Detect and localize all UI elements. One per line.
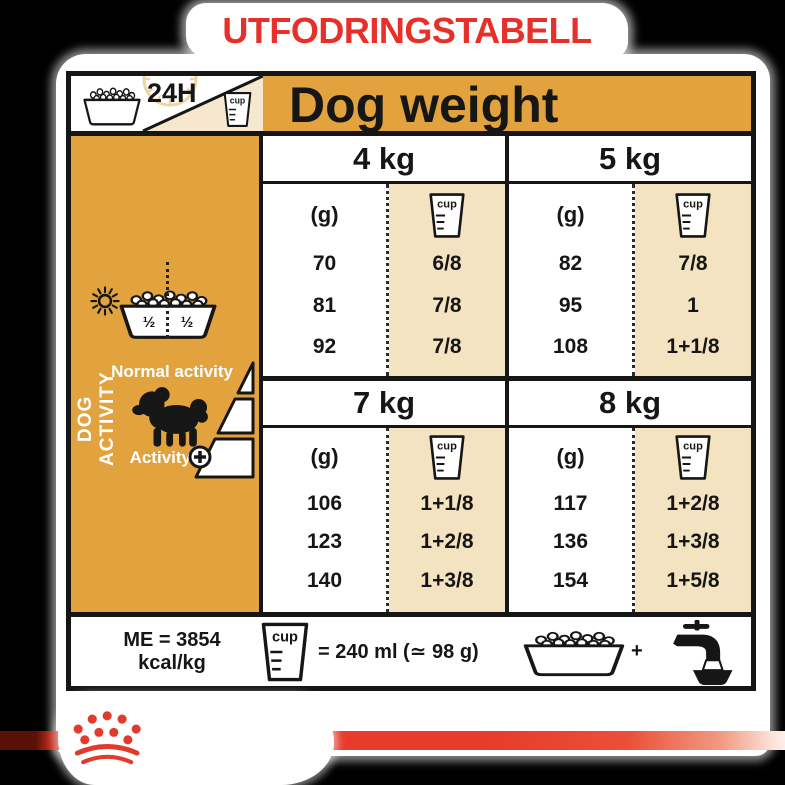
divider-footer: [71, 612, 751, 617]
dog-bowl-icon: [79, 84, 145, 128]
grams-value: 136: [552, 530, 589, 553]
dotted-divider: [632, 184, 635, 376]
activity-plus-label: Activity: [129, 448, 191, 467]
grams-column: (g) 106 123 140: [263, 428, 386, 612]
dog-activity-axis-label: DOG ACTIVITY: [75, 371, 118, 467]
cups-value: 1+5/8: [666, 569, 720, 592]
cups-value: 6/8: [432, 252, 462, 275]
half-ration-right: ½: [180, 314, 194, 331]
cups-value: 7/8: [432, 294, 462, 317]
cups-value: 1: [687, 294, 699, 317]
divider-middle: [263, 376, 751, 381]
grams-unit-label: (g): [310, 444, 339, 469]
metabolizable-energy-label: ME = 3854 kcal/kg: [123, 628, 221, 674]
measuring-cup-icon: [673, 434, 713, 481]
water-faucet-bowl-icon: [664, 619, 740, 685]
moon-icon: [228, 282, 252, 314]
royal-canin-crown-logo: [70, 710, 146, 768]
cups-value: 7/8: [432, 335, 462, 358]
weight-section-7kg: 7 kg (g) 106 123 140 1+1/8 1+2/8 1+3/8: [263, 381, 505, 612]
clock-24h-icon: [142, 76, 198, 107]
measuring-cup-icon: [427, 434, 467, 481]
divider-sidebar: [259, 136, 263, 612]
cups-value: 1+1/8: [666, 335, 720, 358]
header-ration-cell: 24H: [71, 76, 263, 131]
grams-value: 82: [558, 252, 583, 275]
dog-weight-title: Dog weight: [289, 77, 559, 133]
measuring-cup-icon: [222, 91, 253, 128]
cups-value: 1+3/8: [420, 569, 474, 592]
grams-value: 108: [552, 335, 589, 358]
grams-unit-label: (g): [556, 444, 585, 469]
grams-value: 140: [306, 569, 343, 592]
weight-header: 8 kg: [509, 381, 751, 428]
cups-value: 1+1/8: [420, 492, 474, 515]
dog-silhouette-icon: [132, 387, 208, 447]
activity-scale-graphic: [132, 361, 255, 479]
footer-legend: ME = 3854 kcal/kg = 240 ml (≃ 98 g) +: [71, 617, 751, 686]
plus-circle-icon: [188, 445, 212, 469]
cup-equivalence-label: = 240 ml (≃ 98 g): [318, 641, 479, 663]
measuring-cup-icon: [427, 192, 467, 239]
measuring-cup-icon: [673, 192, 713, 239]
cups-column: 6/8 7/8 7/8: [389, 184, 505, 376]
grams-column: (g) 117 136 154: [509, 428, 632, 612]
divider-columns: [505, 136, 509, 612]
cups-value: 7/8: [678, 252, 708, 275]
dog-bowl-icon: [516, 627, 632, 679]
activity-level-2-triangle: [216, 397, 255, 435]
cups-value: 1+3/8: [666, 530, 720, 553]
page-title: UTFODRINGSTABELL: [222, 9, 592, 51]
weight-header: 4 kg: [263, 136, 505, 184]
normal-activity-label: Normal activity: [111, 362, 233, 381]
cups-column: 1+2/8 1+3/8 1+5/8: [635, 428, 751, 612]
dog-weight-header: Dog weight: [263, 76, 751, 133]
dog-activity-sidebar: ½ ½ DOG ACTIVITY Normal activity Activit…: [71, 136, 259, 612]
plus-sign: +: [631, 640, 643, 662]
grams-value: 106: [306, 492, 343, 515]
weight-header: 7 kg: [263, 381, 505, 428]
activity-level-1-triangle: [236, 361, 255, 395]
grams-unit-label: (g): [310, 202, 339, 227]
weight-section-8kg: 8 kg (g) 117 136 154 1+2/8 1+3/8 1+5/8: [509, 381, 751, 612]
dotted-divider: [632, 428, 635, 612]
grams-value: 95: [558, 294, 583, 317]
weight-section-4kg: 4 kg (g) 70 81 92 6/8 7/8 7/8: [263, 136, 505, 376]
grams-value: 117: [553, 492, 588, 515]
dotted-divider: [386, 428, 389, 612]
weight-header: 5 kg: [509, 136, 751, 184]
logo-background: [58, 697, 334, 785]
dotted-divider: [386, 184, 389, 376]
grams-value: 81: [312, 294, 337, 317]
grams-column: (g) 82 95 108: [509, 184, 632, 376]
grams-column: (g) 70 81 92: [263, 184, 386, 376]
grams-value: 123: [306, 530, 343, 553]
measuring-cup-icon: [258, 621, 312, 683]
duration-label: 24H: [147, 78, 197, 108]
grams-value: 70: [312, 252, 337, 275]
cups-column: 1+1/8 1+2/8 1+3/8: [389, 428, 505, 612]
cups-value: 1+2/8: [666, 492, 720, 515]
weight-section-5kg: 5 kg (g) 82 95 108 7/8 1 1+1/8: [509, 136, 751, 376]
cups-value: 1+2/8: [420, 530, 474, 553]
grams-value: 154: [552, 569, 589, 592]
title-banner: UTFODRINGSTABELL: [186, 3, 628, 58]
grams-value: 92: [312, 335, 337, 358]
half-split-dotted-line: [166, 262, 169, 338]
half-ration-left: ½: [142, 314, 156, 331]
grams-unit-label: (g): [556, 202, 585, 227]
divider-header: [71, 131, 751, 136]
cups-column: 7/8 1 1+1/8: [635, 184, 751, 376]
